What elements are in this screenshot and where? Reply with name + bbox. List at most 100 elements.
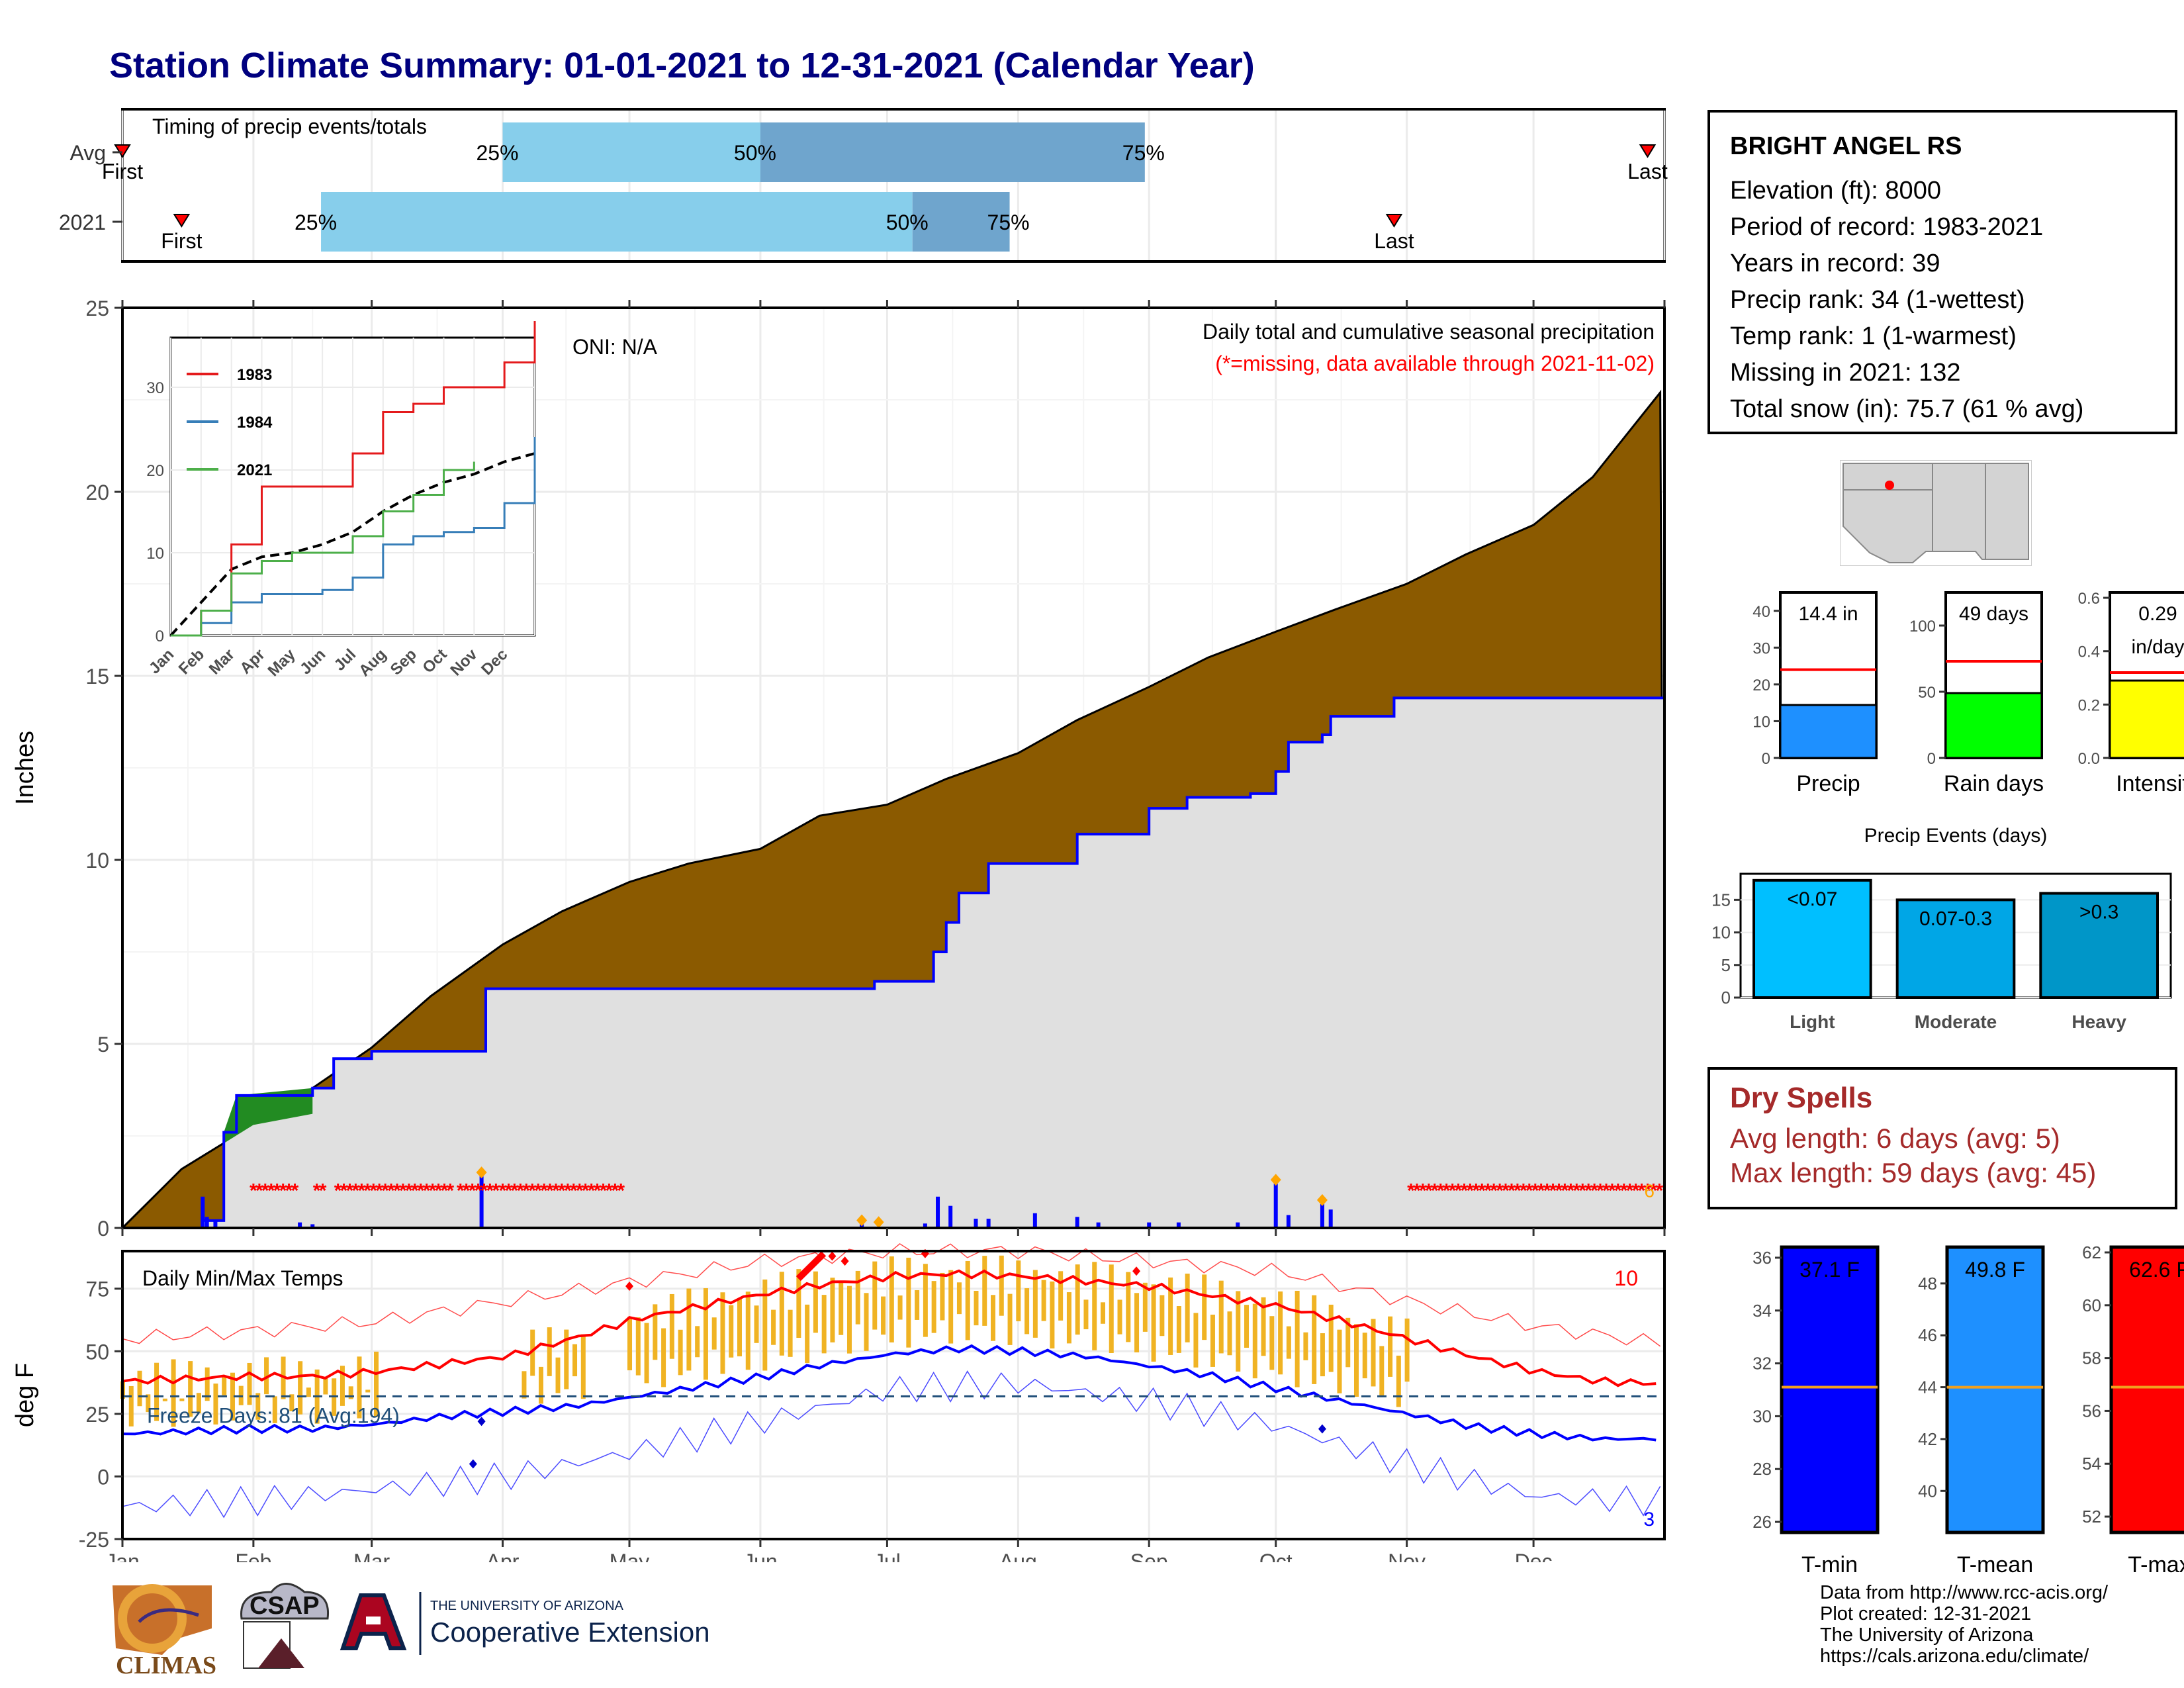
tgauge-tick-label: 32 [1752, 1354, 1772, 1374]
missing-day-mark: * [1525, 1180, 1533, 1202]
daily-temp-bar [564, 1329, 569, 1389]
missing-day-mark: * [469, 1180, 477, 1202]
daily-temp-bar [805, 1304, 810, 1364]
daily-temp-bar [1100, 1302, 1105, 1324]
daily-temp-bar [1371, 1319, 1376, 1387]
temp-y-tick-label: 0 [97, 1465, 109, 1489]
temp-x-tick-label: Mar [353, 1550, 390, 1562]
tgauge-label: T-mean [1957, 1552, 2033, 1577]
missing-day-mark: * [480, 1180, 488, 1202]
record-min-line [122, 1370, 1661, 1519]
missing-day-mark: * [552, 1180, 560, 1202]
record-high-marker [625, 1281, 634, 1291]
temp-y-tick-label: 75 [85, 1278, 109, 1301]
daily-temp-bar [889, 1256, 894, 1342]
missing-day-mark: * [435, 1180, 443, 1202]
daily-temp-bar [1066, 1292, 1071, 1344]
missing-day-mark: * [1490, 1180, 1498, 1202]
daily-temp-bar [1142, 1282, 1148, 1332]
daily-temp-bar [796, 1269, 801, 1338]
daily-temp-bar [872, 1261, 878, 1330]
missing-day-mark: * [1531, 1180, 1539, 1202]
missing-day-mark: * [375, 1180, 383, 1202]
years-text: Years in record: 39 [1730, 250, 1940, 277]
missing-day-mark: * [1567, 1180, 1574, 1202]
timing-title: Timing of precip events/totals [152, 115, 427, 138]
tgauge-bar [1945, 1245, 2045, 1534]
inset-legend-label: 2021 [237, 461, 272, 479]
events-bar-label: >0.3 [2079, 902, 2118, 923]
daily-temp-bar [1388, 1316, 1393, 1377]
missing-day-mark: * [429, 1180, 437, 1202]
missing-day-mark: * [267, 1180, 275, 1202]
timing-q50-label: 50% [886, 211, 929, 234]
daily-temp-bar [365, 1389, 371, 1393]
gauge-tick-label: 0 [1927, 750, 1936, 768]
missing-day-mark: * [516, 1180, 524, 1202]
daily-temp-bar [154, 1362, 159, 1421]
main-y-axis-label: Inches [11, 731, 39, 805]
precip-chart: ******** ** ******************** **********… [11, 297, 1666, 1241]
temp-gauges: 37.1 F 26 28 30 32 34 36 T-min 49.8 F 40 42 44 46 48 T… [1752, 1243, 2184, 1577]
daily-temp-bar [864, 1293, 869, 1351]
daily-temp-bar [1244, 1305, 1250, 1348]
daily-temp-bar [1160, 1295, 1165, 1336]
gauge-tick-label: 0.0 [2078, 750, 2100, 768]
daily-precip-bar [1273, 1184, 1278, 1228]
timing-q75-label: 75% [1122, 141, 1165, 165]
daily-temp-bar [729, 1305, 734, 1358]
daily-temp-bar [1058, 1271, 1064, 1321]
daily-temp-bar [703, 1288, 708, 1380]
temp-y-tick-label: -25 [79, 1528, 109, 1552]
daily-temp-bar [1032, 1270, 1038, 1338]
daily-temp-bar [940, 1272, 945, 1321]
events-title: Precip Events (days) [1864, 825, 2048, 847]
daily-precip-bar [986, 1219, 991, 1228]
daily-precip-bar [1075, 1217, 1079, 1228]
snow-text: Total snow (in): 75.7 (61 % avg) [1730, 395, 2084, 423]
daily-temp-bar [188, 1361, 193, 1417]
daily-precip-bar [923, 1223, 927, 1228]
daily-temp-bar [1269, 1316, 1275, 1370]
missing-day-mark: * [447, 1180, 455, 1202]
missing-day-mark: * [405, 1180, 413, 1202]
missing-day-mark: * [499, 1180, 507, 1202]
tgauge-tick-label: 56 [2082, 1401, 2101, 1421]
daily-temp-bar [1176, 1306, 1181, 1353]
dry-spells-panel: Dry Spells Avg length: 6 days (avg: 5) M… [1707, 1067, 2177, 1209]
missing-day-mark: * [492, 1180, 500, 1202]
tgauge-tick-label: 30 [1752, 1406, 1772, 1426]
summary-gauges: 14.4 in 0 10 20 30 40 Precip 49 days 0 50 100 Rain … [1752, 590, 2184, 796]
gauge-bar [1779, 704, 1878, 759]
gauge-tick-label: 50 [1918, 684, 1936, 702]
inset-y-tick-label: 20 [146, 462, 164, 480]
tgauge-tick-label: 36 [1752, 1248, 1772, 1268]
daily-temp-bar [745, 1291, 751, 1370]
timing-q25-label: 25% [295, 211, 337, 234]
temp-rank-text: Temp rank: 1 (1-warmest) [1730, 322, 2017, 350]
daily-temp-bar [991, 1295, 996, 1341]
csap-logo-text: CSAP [250, 1592, 320, 1620]
timing-bar-q25-q50 [502, 122, 760, 182]
main-frame [121, 306, 1666, 1229]
above-average-area [224, 1088, 313, 1144]
record-high-marker [841, 1256, 849, 1266]
missing-day-mark: * [611, 1180, 619, 1202]
events-bar [1895, 898, 2016, 999]
missing-day-mark: * [1461, 1180, 1469, 1202]
timing-bar-q50-q75 [912, 192, 1010, 252]
missing-day-mark: * [1572, 1180, 1580, 1202]
gauge-tick-label: 0.2 [2078, 696, 2100, 714]
record-low-marker [477, 1417, 486, 1427]
missing-day-mark: * [399, 1180, 407, 1202]
daily-precip-bar [1320, 1203, 1324, 1228]
missing-day-mark: * [285, 1180, 293, 1202]
daily-temp-bar [678, 1329, 683, 1376]
missing-text: Missing in 2021: 132 [1730, 359, 1961, 387]
daily-temp-bar [1404, 1318, 1410, 1382]
daily-temp-bar [653, 1304, 658, 1360]
missing-day-mark: * [564, 1180, 572, 1202]
daily-temp-bar [272, 1396, 277, 1423]
csap-logo: CSAP [240, 1583, 330, 1669]
missing-day-mark: * [1632, 1180, 1640, 1202]
